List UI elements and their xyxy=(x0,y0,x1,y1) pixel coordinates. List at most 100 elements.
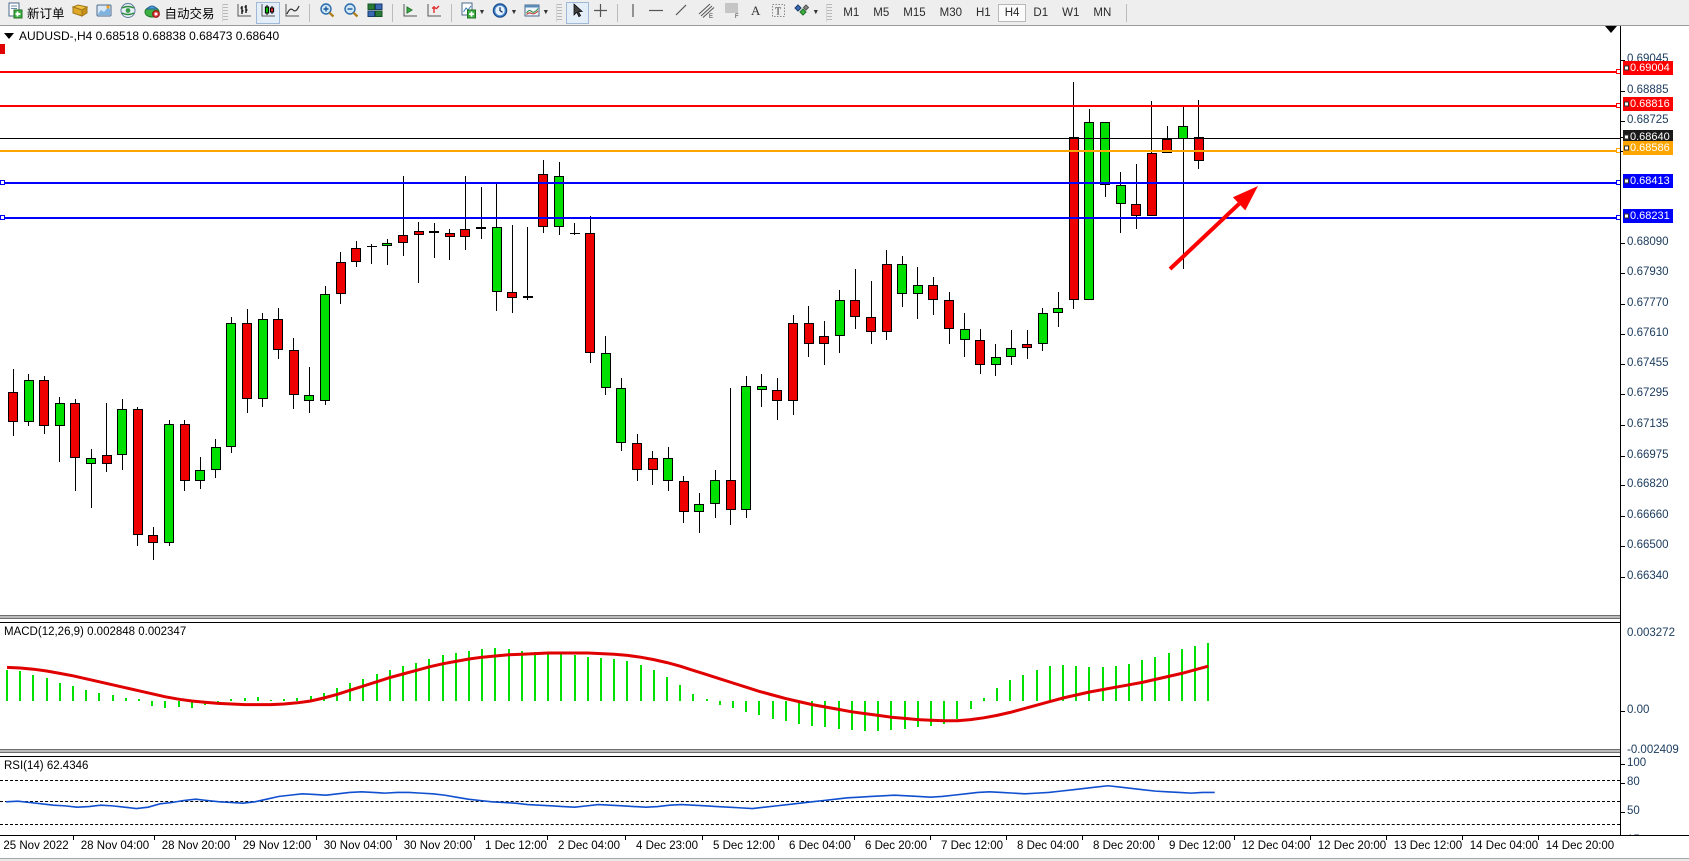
candlestick-chart-button[interactable] xyxy=(255,1,280,24)
cursor-button[interactable] xyxy=(566,1,590,24)
toolbar-grip-3[interactable] xyxy=(826,3,833,22)
price-level-support-1[interactable] xyxy=(0,180,1620,185)
time-tick-mark xyxy=(1386,836,1387,840)
price-scale[interactable]: 0.690450.688850.687250.686400.685700.680… xyxy=(1620,26,1689,861)
toolbar-grip-2[interactable] xyxy=(556,3,563,22)
timeframe-m5[interactable]: M5 xyxy=(873,6,890,19)
macd-pane[interactable]: MACD(12,26,9) 0.002848 0.002347 xyxy=(0,622,1620,750)
candlestick xyxy=(881,250,892,340)
toolbar-grip-1[interactable] xyxy=(221,3,228,22)
price-level-resistance-2[interactable] xyxy=(0,103,1620,108)
horizontal-line-icon xyxy=(646,2,666,24)
fibonacci-button[interactable]: F xyxy=(719,2,745,24)
price-level-support-2[interactable] xyxy=(0,215,1620,220)
candle-body xyxy=(1022,343,1032,348)
macd-histogram-bar xyxy=(626,661,629,701)
macd-histogram-bar xyxy=(494,648,497,701)
chart-container[interactable]: AUDUSD-,H4 0.68518 0.68838 0.68473 0.686… xyxy=(0,26,1689,861)
macd-histogram-bar xyxy=(309,695,312,701)
macd-histogram-bar xyxy=(1035,669,1038,701)
candlestick xyxy=(39,376,50,434)
collapse-chart-icon[interactable] xyxy=(1605,26,1617,33)
tile-windows-button[interactable] xyxy=(363,2,387,24)
price-highlight-label[interactable]: 0.68231 xyxy=(1623,208,1673,223)
price-tick-label: 0.67930 xyxy=(1627,266,1669,279)
time-axis-label: 12 Dec 04:00 xyxy=(1241,840,1311,852)
timeframe-m1[interactable]: M1 xyxy=(843,6,860,19)
autoscroll-button[interactable] xyxy=(398,2,422,24)
price-highlight-label[interactable]: 0.68413 xyxy=(1623,173,1673,188)
chevron-down-icon[interactable]: ▼ xyxy=(812,9,820,16)
timeframe-d1[interactable]: D1 xyxy=(1033,6,1049,19)
equidistant-channel-button[interactable]: E xyxy=(693,2,719,24)
text-box-button[interactable]: T xyxy=(767,2,790,24)
auto-trading-button[interactable]: 自动交易 xyxy=(140,2,218,24)
price-level-current-price[interactable] xyxy=(0,138,1620,139)
text-label-button[interactable]: A xyxy=(745,2,767,24)
timeframe-w1[interactable]: W1 xyxy=(1062,6,1080,19)
bullish-trend-arrow[interactable] xyxy=(0,26,1620,596)
zoom-in-button[interactable] xyxy=(315,2,339,24)
macd-histogram-bar xyxy=(98,693,101,701)
candle-body xyxy=(1193,137,1204,161)
vertical-line-button[interactable] xyxy=(623,2,643,24)
horizontal-line-button[interactable] xyxy=(643,2,669,24)
folder-button[interactable] xyxy=(68,2,92,24)
pane-divider-rsi[interactable] xyxy=(0,749,1620,753)
profiles-button[interactable] xyxy=(92,2,116,24)
candle-body xyxy=(226,322,237,447)
chevron-down-icon[interactable]: ▼ xyxy=(510,9,518,16)
timeframe-h4[interactable]: H4 xyxy=(997,3,1027,22)
time-axis[interactable]: 25 Nov 2022 28 Nov 04:00 28 Nov 20:00 29 No… xyxy=(0,835,1689,861)
chevron-down-icon[interactable]: ▼ xyxy=(542,9,550,16)
bar-chart-button[interactable] xyxy=(232,2,256,24)
level-anchor-left[interactable] xyxy=(0,180,5,185)
line-chart-button[interactable] xyxy=(280,2,304,24)
level-anchor-right[interactable] xyxy=(1616,148,1620,153)
pane-divider-macd[interactable] xyxy=(0,615,1620,619)
zoom-out-button[interactable] xyxy=(339,2,363,24)
price-highlight-label[interactable]: 0.68586 xyxy=(1623,140,1673,155)
crosshair-button[interactable] xyxy=(589,2,612,24)
price-highlight-label[interactable]: 0.69004 xyxy=(1623,60,1673,75)
candlestick xyxy=(1131,164,1142,230)
new-order-button[interactable]: 新订单 xyxy=(4,2,68,24)
price-level-order-level[interactable] xyxy=(0,148,1620,153)
trendline-button[interactable] xyxy=(669,2,693,24)
timeframe-h1[interactable]: H1 xyxy=(976,6,991,19)
macd-histogram-bar xyxy=(600,657,602,701)
chevron-down-icon[interactable]: ▼ xyxy=(478,9,486,16)
price-tick-label: 0.67295 xyxy=(1627,387,1669,400)
candlestick xyxy=(788,315,798,415)
price-level-resistance-1[interactable] xyxy=(0,69,1620,74)
network-button[interactable] xyxy=(116,2,140,24)
chart-shift-button[interactable] xyxy=(422,2,446,24)
time-axis-label: 25 Nov 2022 xyxy=(3,840,69,852)
time-axis-label: 12 Dec 20:00 xyxy=(1317,840,1387,852)
level-anchor-right[interactable] xyxy=(1616,103,1620,108)
candle-body xyxy=(288,349,299,396)
timeframe-m15[interactable]: M15 xyxy=(903,6,926,19)
candlestick xyxy=(1084,108,1095,300)
level-anchor-right[interactable] xyxy=(1616,180,1620,185)
level-anchor-right[interactable] xyxy=(1616,215,1620,220)
time-tick-mark xyxy=(1462,836,1463,840)
rsi-pane[interactable]: RSI(14) 62.4346 xyxy=(0,756,1620,841)
rsi-level-80 xyxy=(0,780,1620,782)
indicators-button[interactable]: ▼ xyxy=(457,2,489,24)
macd-histogram-bar xyxy=(415,662,418,701)
candle-body xyxy=(944,299,954,329)
candle-wick xyxy=(308,366,310,413)
price-highlight-label[interactable]: 0.68816 xyxy=(1623,96,1673,111)
main-price-pane[interactable]: AUDUSD-,H4 0.68518 0.68838 0.68473 0.686… xyxy=(0,26,1620,596)
macd-histogram-bar xyxy=(177,701,180,707)
timeframe-mn[interactable]: MN xyxy=(1093,6,1112,19)
level-anchor-left[interactable] xyxy=(0,215,5,220)
shapes-button[interactable]: ▼ xyxy=(790,2,822,24)
macd-histogram-bar xyxy=(679,685,682,701)
symbol-dropdown-icon[interactable] xyxy=(4,33,14,39)
level-anchor-right[interactable] xyxy=(1616,69,1620,74)
timeframe-m30[interactable]: M30 xyxy=(939,6,962,19)
period-button[interactable]: ▼ xyxy=(488,2,520,24)
templates-button[interactable]: ▼ xyxy=(520,2,552,24)
